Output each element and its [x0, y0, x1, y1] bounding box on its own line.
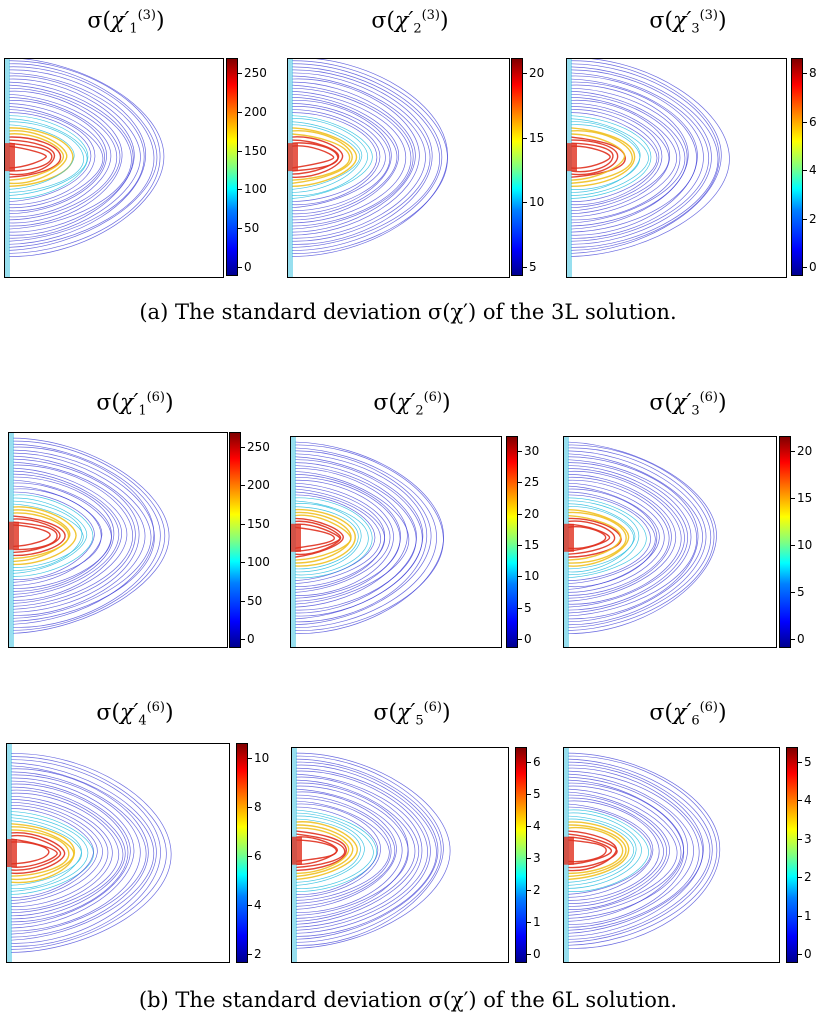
- colorbar-p9: [786, 747, 798, 963]
- contour-lines: [564, 437, 717, 647]
- colorbar-tick-label: 4: [798, 793, 812, 808]
- contour-plot-p7: [6, 743, 230, 963]
- colorbar-tick-label: 6: [803, 114, 816, 129]
- contour-lines: [292, 748, 451, 962]
- colorbar-tick-label: 2: [803, 211, 816, 226]
- colorbar-tick-label: 150: [241, 516, 270, 531]
- contour-plot-p4: [8, 432, 228, 648]
- colorbar-p6: [779, 436, 791, 648]
- caption-a: (a) The standard deviation σ(χ′) of the …: [139, 300, 677, 324]
- colorbar-tick-label: 0: [518, 632, 532, 646]
- colorbar-tick-label: 3: [527, 851, 541, 865]
- colorbar-tick-label: 0: [241, 632, 255, 646]
- colorbar-p3: [791, 58, 803, 276]
- colorbar-tick-label: 15: [522, 130, 545, 145]
- colorbar-tick-label: 50: [237, 221, 260, 236]
- colorbar-p5: [506, 436, 518, 648]
- colorbar-tick-label: 100: [241, 555, 270, 570]
- colorbar-tick-label: 6: [248, 849, 262, 863]
- colorbar-tick-label: 20: [522, 66, 545, 80]
- panel-title-p4: σ(χ′1(6)): [96, 390, 174, 419]
- contour-plot-p9: [563, 747, 780, 963]
- colorbar-tick-label: 25: [517, 475, 540, 490]
- colorbar-p8: [515, 747, 527, 963]
- colorbar-tick-label: 4: [803, 163, 816, 177]
- contour-lines: [291, 437, 444, 647]
- colorbar-tick-label: 10: [517, 569, 540, 584]
- contour-plot-p6: [563, 436, 777, 648]
- panel-title-p6: σ(χ′3(6)): [649, 390, 727, 419]
- colorbar-tick-label: 150: [238, 143, 267, 158]
- colorbar-tick-label: 0: [798, 947, 812, 961]
- colorbar-tick-label: 3: [798, 831, 812, 846]
- contour-plot-p5: [290, 436, 502, 648]
- colorbar-tick-label: 5: [523, 260, 537, 274]
- colorbar-tick-label: 250: [238, 66, 267, 80]
- colorbar-tick-label: 30: [517, 444, 540, 458]
- colorbar-tick-label: 2: [798, 870, 812, 885]
- colorbar-tick-label: 1: [798, 908, 812, 923]
- colorbar-tick-label: 0: [791, 632, 805, 646]
- colorbar-tick-label: 1: [527, 915, 541, 929]
- panel-title-p8: σ(χ′5(6)): [373, 700, 451, 729]
- panel-title-p5: σ(χ′2(6)): [373, 390, 451, 419]
- contour-plot-p3: [566, 58, 787, 278]
- colorbar-tick-label: 0: [527, 947, 541, 961]
- colorbar-tick-label: 5: [791, 585, 805, 599]
- contour-plot-p1: [4, 58, 224, 278]
- contour-lines: [564, 748, 721, 962]
- colorbar-tick-label: 6: [527, 755, 541, 769]
- panel-title-p7: σ(χ′4(6)): [96, 700, 174, 729]
- colorbar-p4: [229, 432, 241, 648]
- contour-plot-p8: [291, 747, 509, 963]
- colorbar-tick-label: 50: [240, 593, 263, 608]
- colorbar-tick-label: 10: [790, 538, 813, 552]
- colorbar-tick-label: 15: [790, 491, 813, 505]
- colorbar-tick-label: 10: [247, 751, 270, 765]
- panel-title-p3: σ(χ′3(3)): [649, 8, 727, 37]
- contour-lines: [5, 59, 165, 277]
- colorbar-tick-label: 0: [803, 260, 816, 274]
- colorbar-tick-label: 200: [241, 478, 270, 493]
- colorbar-tick-label: 250: [241, 440, 270, 454]
- contour-lines: [9, 433, 170, 647]
- colorbar-p7: [236, 743, 248, 963]
- colorbar-tick-label: 4: [248, 898, 262, 912]
- colorbar-tick-label: 20: [517, 506, 540, 521]
- colorbar-tick-label: 5: [518, 600, 532, 615]
- colorbar-tick-label: 8: [803, 66, 816, 80]
- colorbar-tick-label: 4: [527, 819, 541, 833]
- colorbar-tick-label: 0: [238, 260, 252, 274]
- colorbar-tick-label: 5: [798, 755, 812, 769]
- colorbar-tick-label: 8: [248, 800, 262, 814]
- colorbar-tick-label: 2: [248, 947, 262, 961]
- contour-lines: [288, 59, 448, 277]
- colorbar-p2: [511, 58, 523, 276]
- panel-title-p1: σ(χ′1(3)): [87, 8, 165, 37]
- colorbar-tick-label: 2: [527, 883, 541, 897]
- panel-title-p9: σ(χ′6(6)): [649, 700, 727, 729]
- colorbar-tick-label: 100: [238, 182, 267, 197]
- contour-lines: [567, 59, 730, 277]
- caption-b: (b) The standard deviation σ(χ′) of the …: [138, 988, 678, 1012]
- contour-lines: [7, 744, 172, 962]
- colorbar-p1: [226, 58, 238, 276]
- colorbar-tick-label: 15: [517, 538, 540, 552]
- colorbar-tick-label: 10: [522, 195, 545, 210]
- contour-plot-p2: [287, 58, 510, 278]
- colorbar-tick-label: 20: [790, 444, 813, 458]
- panel-title-p2: σ(χ′2(3)): [371, 8, 449, 37]
- colorbar-tick-label: 200: [238, 104, 267, 119]
- colorbar-tick-label: 5: [527, 787, 541, 801]
